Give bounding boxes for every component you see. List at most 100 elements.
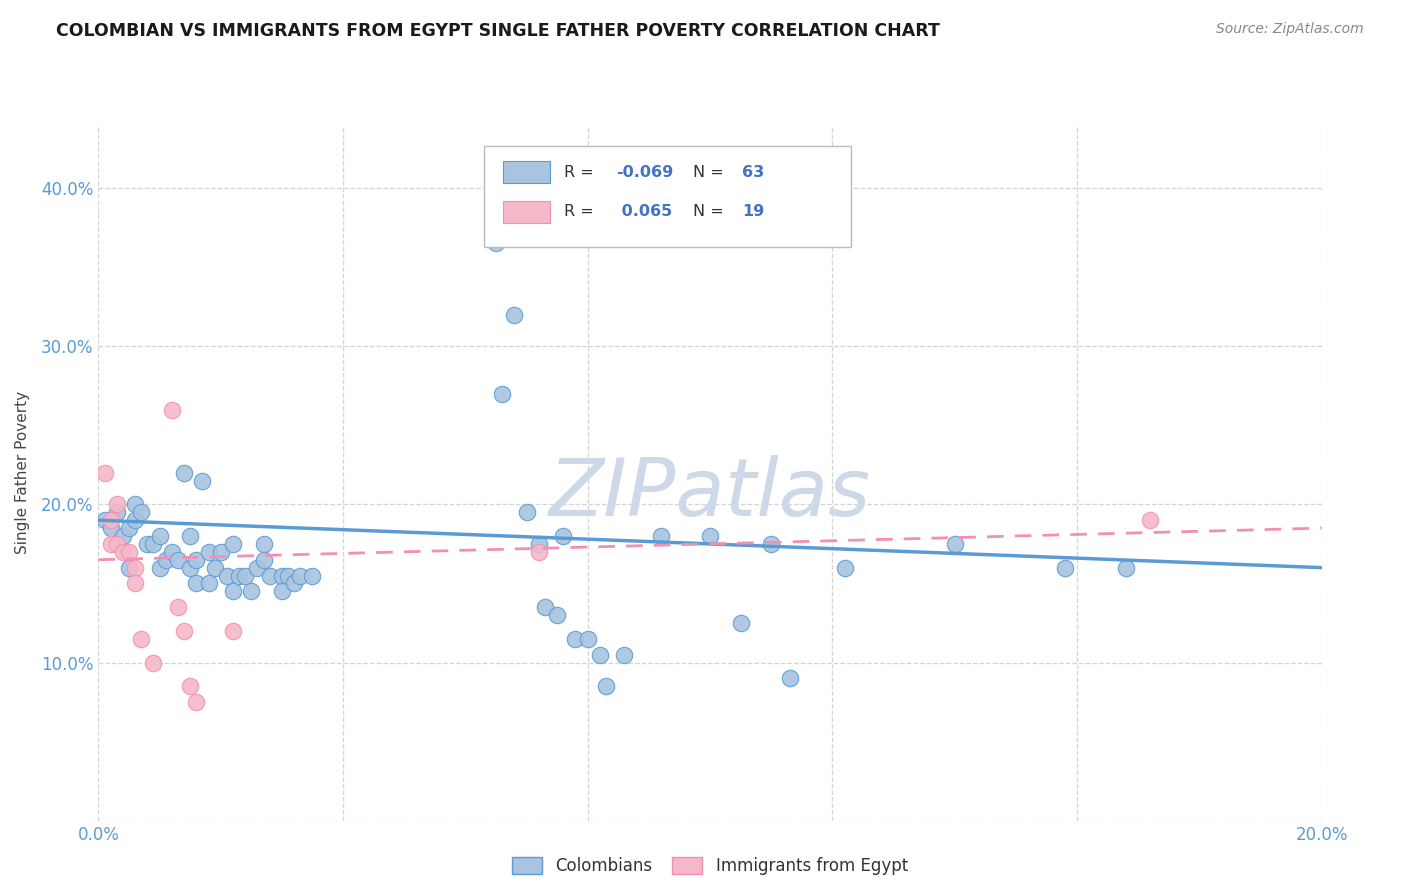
Point	[142, 656, 165, 670]
Point	[576, 632, 599, 646]
Text: 19: 19	[742, 204, 763, 219]
Point	[491, 386, 513, 401]
Point	[111, 529, 134, 543]
Point	[155, 552, 177, 567]
Point	[118, 560, 141, 574]
Point	[240, 584, 263, 599]
Text: COLOMBIAN VS IMMIGRANTS FROM EGYPT SINGLE FATHER POVERTY CORRELATION CHART: COLOMBIAN VS IMMIGRANTS FROM EGYPT SINGL…	[56, 22, 941, 40]
Point	[595, 679, 617, 693]
Point	[222, 537, 245, 551]
Point	[252, 537, 274, 551]
Point	[290, 568, 312, 582]
Point	[191, 474, 214, 488]
Point	[179, 679, 201, 693]
Point	[129, 505, 152, 519]
Point	[93, 466, 115, 480]
Bar	[503, 201, 550, 223]
Point	[100, 537, 122, 551]
Point	[699, 529, 721, 543]
Point	[105, 505, 128, 519]
Point	[834, 560, 856, 574]
Point	[259, 568, 281, 582]
Point	[173, 624, 195, 638]
Point	[943, 537, 966, 551]
Point	[215, 568, 238, 582]
Point	[209, 545, 232, 559]
Point	[142, 537, 165, 551]
Point	[527, 545, 550, 559]
Point	[252, 552, 274, 567]
Point	[93, 513, 115, 527]
Point	[149, 529, 172, 543]
Point	[546, 608, 568, 623]
Point	[759, 537, 782, 551]
Point	[650, 529, 672, 543]
Point	[124, 576, 146, 591]
Point	[534, 600, 557, 615]
Text: 0.065: 0.065	[616, 204, 672, 219]
Point	[167, 600, 190, 615]
Legend: Colombians, Immigrants from Egypt: Colombians, Immigrants from Egypt	[505, 850, 915, 882]
Point	[111, 545, 134, 559]
Point	[516, 505, 538, 519]
Text: Source: ZipAtlas.com: Source: ZipAtlas.com	[1216, 22, 1364, 37]
Point	[204, 560, 226, 574]
Point	[1053, 560, 1076, 574]
Point	[105, 497, 128, 511]
Text: R =: R =	[564, 204, 599, 219]
Point	[186, 695, 208, 709]
Text: -0.069: -0.069	[616, 165, 673, 179]
Text: R =: R =	[564, 165, 599, 179]
Point	[105, 537, 128, 551]
Bar	[503, 161, 550, 184]
Point	[283, 576, 305, 591]
Point	[173, 466, 195, 480]
Point	[118, 521, 141, 535]
Point	[160, 402, 183, 417]
Point	[136, 537, 159, 551]
Point	[179, 560, 201, 574]
Point	[222, 624, 245, 638]
Point	[197, 576, 219, 591]
Point	[228, 568, 250, 582]
Point	[124, 497, 146, 511]
Point	[160, 545, 183, 559]
Point	[503, 308, 526, 322]
Point	[167, 552, 190, 567]
Text: 63: 63	[742, 165, 763, 179]
Point	[186, 576, 208, 591]
Point	[222, 584, 245, 599]
Point	[270, 568, 292, 582]
Y-axis label: Single Father Poverty: Single Father Poverty	[15, 392, 30, 554]
FancyBboxPatch shape	[484, 145, 851, 247]
Point	[1115, 560, 1137, 574]
Point	[564, 632, 586, 646]
Text: ZIPatlas: ZIPatlas	[548, 455, 872, 533]
Point	[277, 568, 299, 582]
Point	[197, 545, 219, 559]
Point	[233, 568, 256, 582]
Point	[118, 545, 141, 559]
Point	[149, 560, 172, 574]
Point	[1139, 513, 1161, 527]
Point	[485, 236, 508, 251]
Point	[186, 552, 208, 567]
Point	[730, 615, 752, 630]
Text: N =: N =	[693, 204, 728, 219]
Point	[779, 671, 801, 685]
Point	[129, 632, 152, 646]
Point	[100, 513, 122, 527]
Point	[668, 212, 690, 227]
Point	[246, 560, 269, 574]
Text: N =: N =	[693, 165, 728, 179]
Point	[100, 521, 122, 535]
Point	[613, 648, 636, 662]
Point	[270, 584, 292, 599]
Point	[124, 513, 146, 527]
Point	[553, 529, 575, 543]
Point	[124, 560, 146, 574]
Point	[301, 568, 323, 582]
Point	[589, 648, 612, 662]
Point	[527, 537, 550, 551]
Point	[179, 529, 201, 543]
